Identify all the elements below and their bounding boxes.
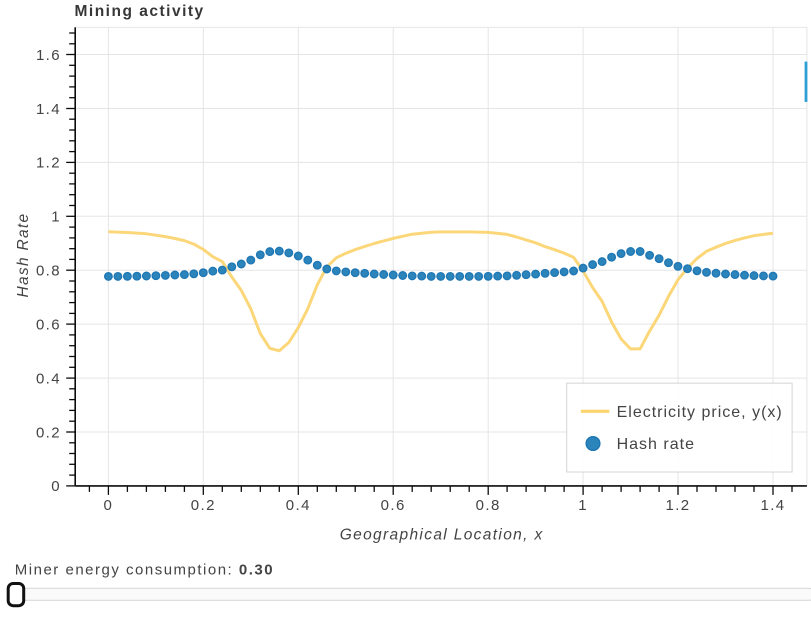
svg-text:0.2: 0.2 xyxy=(36,424,61,441)
svg-text:1.2: 1.2 xyxy=(665,497,690,514)
svg-text:0.8: 0.8 xyxy=(36,263,61,280)
svg-text:Miner energy consumption: 0.30: Miner energy consumption: 0.30 xyxy=(15,562,274,579)
svg-text:1: 1 xyxy=(578,497,588,514)
svg-text:Electricity price, y(x): Electricity price, y(x) xyxy=(617,404,783,421)
svg-text:0: 0 xyxy=(51,478,61,495)
svg-text:0: 0 xyxy=(104,497,114,514)
svg-text:1.6: 1.6 xyxy=(36,47,61,64)
svg-text:Hash Rate: Hash Rate xyxy=(15,213,32,298)
svg-text:Geographical Location, x: Geographical Location, x xyxy=(340,527,544,544)
svg-text:1.4: 1.4 xyxy=(760,497,785,514)
svg-text:0.6: 0.6 xyxy=(381,497,406,514)
svg-text:1.4: 1.4 xyxy=(36,101,61,118)
svg-text:1: 1 xyxy=(51,209,61,226)
svg-text:0.4: 0.4 xyxy=(286,497,311,514)
svg-text:0.4: 0.4 xyxy=(36,370,61,387)
svg-text:0.2: 0.2 xyxy=(191,497,216,514)
svg-text:1.2: 1.2 xyxy=(36,155,61,172)
svg-text:Mining activity: Mining activity xyxy=(75,3,205,20)
svg-text:0.6: 0.6 xyxy=(36,316,61,333)
svg-text:0.8: 0.8 xyxy=(476,497,501,514)
svg-text:Hash rate: Hash rate xyxy=(617,436,695,453)
